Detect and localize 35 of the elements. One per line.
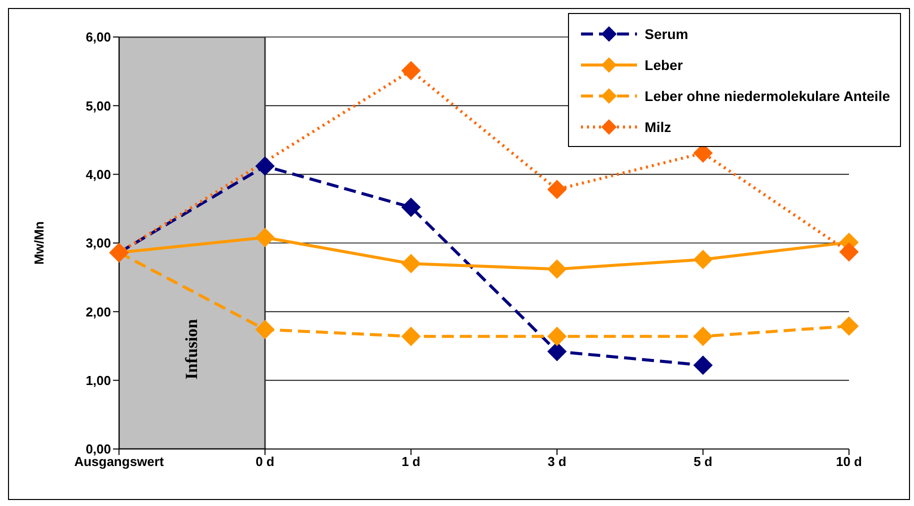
y-tick-label: 4,00 <box>86 166 111 182</box>
y-axis-title: Mw/Mn <box>32 221 47 265</box>
point <box>694 356 712 375</box>
legend-label: Leber <box>644 56 683 72</box>
y-tick-label: 5,00 <box>86 98 111 114</box>
x-tick-label: Ausgangswert <box>74 454 164 470</box>
band-label: Infusion <box>182 317 202 382</box>
point <box>402 198 420 217</box>
point <box>548 342 566 361</box>
x-tick-label: 3 d <box>548 454 566 470</box>
point <box>402 326 420 346</box>
point <box>548 326 566 346</box>
point <box>256 320 274 340</box>
point <box>548 180 566 199</box>
x-tick-label: 10 d <box>836 454 862 470</box>
y-tick-label: 2,00 <box>86 304 111 320</box>
point <box>402 61 420 80</box>
legend-label: Serum <box>644 26 688 42</box>
legend-label: Milz <box>644 118 672 134</box>
point <box>840 242 858 262</box>
point <box>694 250 712 269</box>
x-tick-label: 5 d <box>694 454 712 470</box>
legend-label: Leber ohne niedermolekulare Anteile <box>644 88 890 104</box>
point <box>840 316 858 336</box>
point <box>402 254 420 274</box>
point <box>256 228 274 248</box>
point <box>548 260 566 279</box>
y-tick-label: 0,00 <box>86 442 111 457</box>
y-tick-label: 3,00 <box>86 236 111 251</box>
point <box>256 156 274 176</box>
point <box>694 326 712 346</box>
x-tick-label: 0 d <box>256 454 274 470</box>
x-tick-label: 1 d <box>402 454 420 470</box>
y-tick-label: 1,00 <box>86 372 111 388</box>
y-tick-label: 6,00 <box>86 30 111 45</box>
